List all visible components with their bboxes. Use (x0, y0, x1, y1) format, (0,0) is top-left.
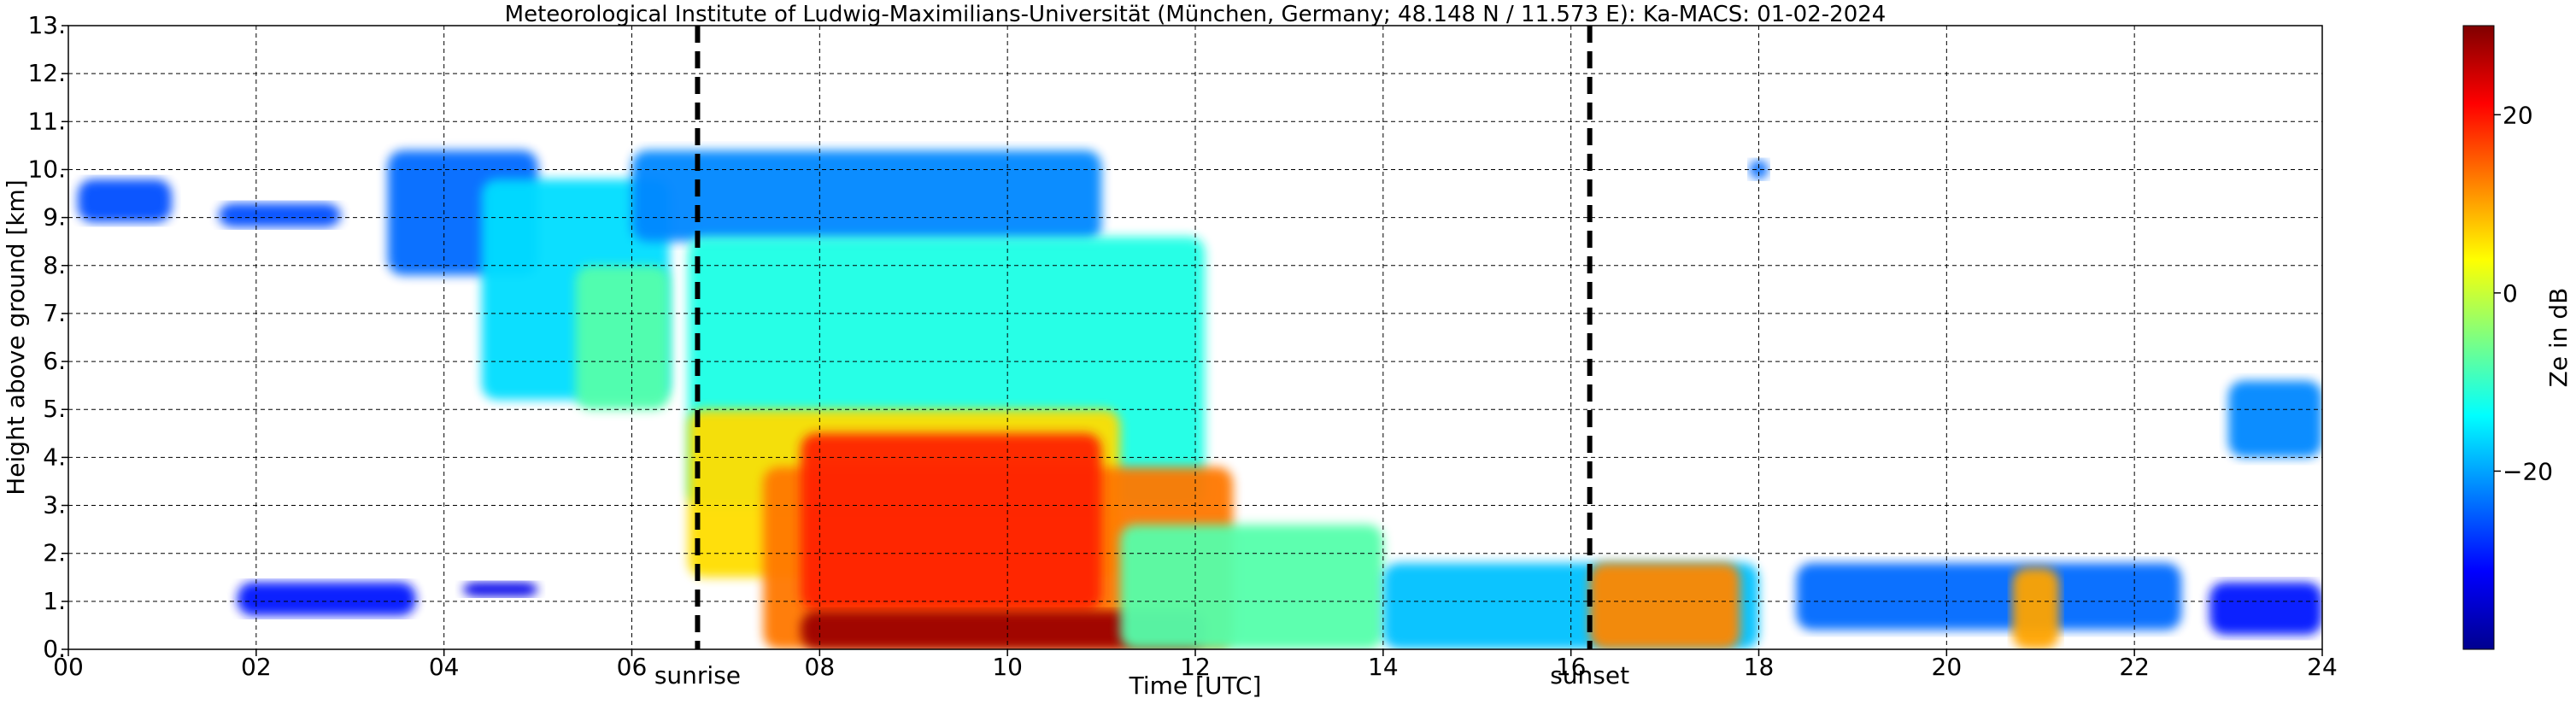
echo-region-3 (237, 582, 416, 616)
colorbar-label: Ze in dB (2544, 288, 2573, 388)
x-tick-label: 18 (1744, 653, 1775, 681)
echo-region-21 (1749, 160, 1769, 179)
x-tick-label: 04 (429, 653, 460, 681)
echo-region-16 (1589, 562, 1740, 649)
y-axis: 0. 1. 2. 3. 4. 5. 6. 7. 8. 9. 10. 11. 12. 13. (27, 11, 68, 663)
y-tick-label: 12. (27, 59, 66, 87)
colorbar-ticks: 20 0 −20 (2494, 101, 2553, 485)
y-tick-label: 3. (43, 491, 66, 519)
x-tick-label: 24 (2307, 653, 2338, 681)
colorbar-tick-label: 0 (2503, 279, 2518, 308)
x-tick-label: 14 (1368, 653, 1399, 681)
echo-region-7 (575, 265, 670, 410)
echo-region-20 (2209, 582, 2322, 636)
grid (68, 26, 2322, 649)
echo-region-1 (77, 179, 172, 223)
x-tick-label: 00 (53, 653, 84, 681)
x-tick-label: 12 (1180, 653, 1211, 681)
colorbar-tick-label: 20 (2503, 101, 2533, 129)
x-tick-label: 08 (805, 653, 836, 681)
y-tick-label: 5. (43, 395, 66, 423)
y-tick-label: 6. (43, 347, 66, 375)
echo-region-19 (2228, 380, 2322, 458)
x-tick-label: 10 (992, 653, 1023, 681)
y-tick-label: 1. (43, 587, 66, 615)
marker-label-sunset: sunset (1550, 661, 1629, 689)
colorbar (2462, 25, 2495, 650)
echo-region-2 (218, 202, 341, 227)
x-tick-label: 20 (1932, 653, 1963, 681)
y-tick-label: 9. (43, 203, 66, 232)
y-tick-label: 13. (27, 11, 66, 39)
colorbar-tick-label: −20 (2503, 457, 2553, 485)
y-axis-label: Height above ground [km] (2, 179, 30, 496)
echo-region-4 (462, 582, 538, 597)
chart-title: Meteorological Institute of Ludwig-Maxim… (505, 2, 1887, 27)
x-tick-label: 16 (1556, 653, 1587, 681)
sun-markers: sunrise sunset (654, 26, 1629, 689)
y-tick-label: 7. (43, 299, 66, 327)
echo-region-13 (801, 611, 1205, 649)
radar-echoes (77, 150, 2322, 649)
echo-region-14 (1120, 525, 1383, 649)
y-tick-label: 4. (43, 443, 66, 471)
y-tick-label: 0. (43, 635, 66, 663)
echo-region-8 (631, 150, 1102, 242)
x-tick-label: 22 (2119, 653, 2150, 681)
marker-label-sunrise: sunrise (654, 661, 741, 689)
y-tick-label: 8. (43, 251, 66, 279)
echo-region-12 (801, 433, 1102, 612)
y-tick-label: 10. (27, 155, 66, 183)
y-tick-label: 11. (27, 107, 66, 135)
echo-region-17 (1796, 562, 2182, 631)
y-tick-label: 2. (43, 539, 66, 567)
x-axis: 00 02 04 06 08 10 12 14 16 18 20 22 24 (53, 649, 2338, 681)
x-axis-label: Time [UTC] (1129, 672, 1262, 700)
x-tick-label: 02 (241, 653, 272, 681)
x-tick-label: 06 (617, 653, 648, 681)
echo-region-18 (2012, 567, 2060, 649)
